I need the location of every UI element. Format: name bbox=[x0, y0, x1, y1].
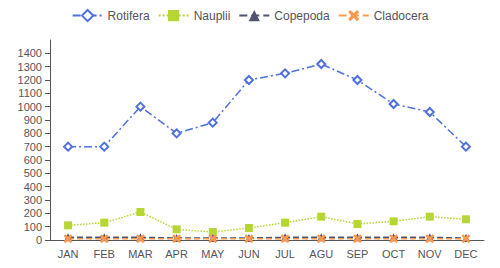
svg-text:FEB: FEB bbox=[94, 248, 115, 260]
svg-text:400: 400 bbox=[24, 181, 42, 193]
svg-text:100: 100 bbox=[24, 221, 42, 233]
svg-text:1000: 1000 bbox=[18, 101, 42, 113]
svg-text:600: 600 bbox=[24, 154, 42, 166]
svg-text:NOV: NOV bbox=[418, 248, 443, 260]
svg-text:1300: 1300 bbox=[18, 61, 42, 73]
svg-text:SEP: SEP bbox=[346, 248, 368, 260]
svg-text:OCT: OCT bbox=[382, 248, 406, 260]
svg-text:1100: 1100 bbox=[18, 87, 42, 99]
svg-text:DEC: DEC bbox=[454, 248, 477, 260]
svg-text:JUL: JUL bbox=[275, 248, 295, 260]
svg-text:0: 0 bbox=[36, 234, 42, 246]
svg-text:300: 300 bbox=[24, 194, 42, 206]
svg-text:Copepoda: Copepoda bbox=[274, 9, 330, 23]
svg-text:JUN: JUN bbox=[238, 248, 259, 260]
svg-text:AGU: AGU bbox=[309, 248, 333, 260]
svg-text:500: 500 bbox=[24, 167, 42, 179]
svg-text:1200: 1200 bbox=[18, 74, 42, 86]
svg-text:Nauplii: Nauplii bbox=[194, 9, 231, 23]
svg-text:APR: APR bbox=[165, 248, 188, 260]
svg-text:800: 800 bbox=[24, 127, 42, 139]
svg-text:1400: 1400 bbox=[18, 47, 42, 59]
svg-text:JAN: JAN bbox=[58, 248, 79, 260]
svg-text:Rotifera: Rotifera bbox=[108, 9, 150, 23]
svg-text:MAY: MAY bbox=[201, 248, 225, 260]
svg-text:Cladocera: Cladocera bbox=[374, 9, 429, 23]
svg-text:900: 900 bbox=[24, 114, 42, 126]
svg-text:200: 200 bbox=[24, 207, 42, 219]
svg-text:MAR: MAR bbox=[128, 248, 153, 260]
svg-text:700: 700 bbox=[24, 141, 42, 153]
